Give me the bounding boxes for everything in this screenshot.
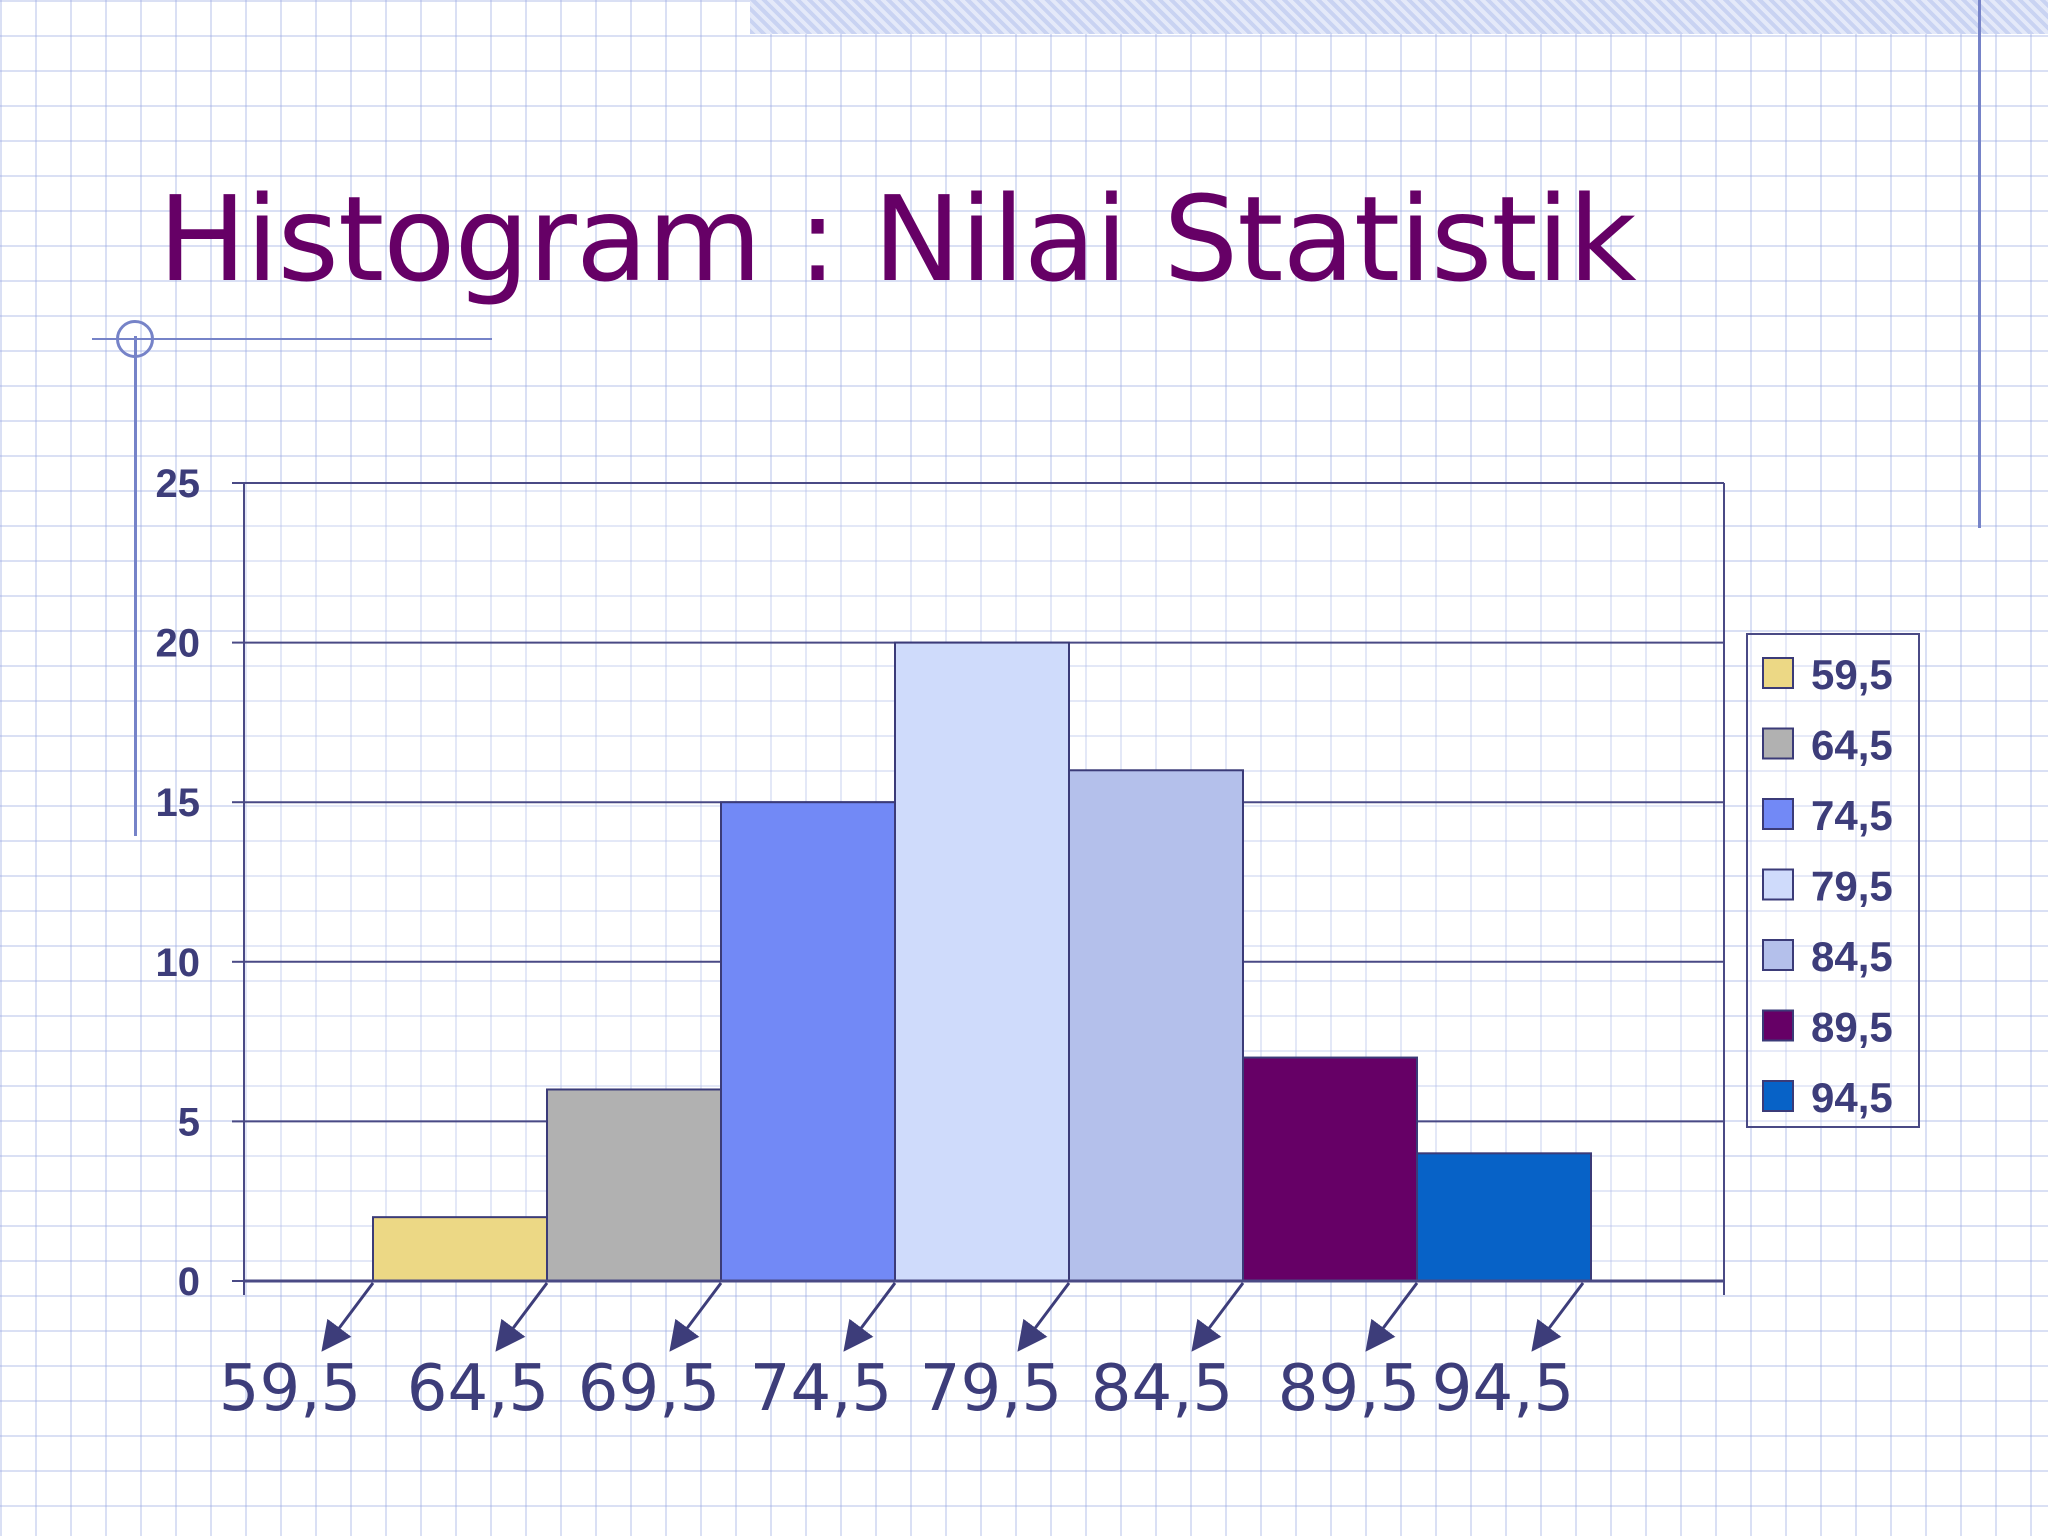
boundary-label: 89,5	[1278, 1352, 1421, 1426]
slide-title: Histogram : Nilai Statistik	[158, 170, 1637, 308]
legend-swatch	[1762, 798, 1794, 830]
boundary-label: 69,5	[578, 1352, 721, 1426]
boundary-label: 74,5	[750, 1352, 893, 1426]
boundary-arrow	[1531, 1282, 1585, 1352]
bar-5	[1068, 769, 1244, 1283]
y-tick-label: 0	[178, 1260, 200, 1304]
legend-label: 94,5	[1811, 1074, 1893, 1121]
bar-1	[372, 1216, 548, 1283]
boundary-label: 94,5	[1432, 1352, 1575, 1426]
bar-4	[894, 641, 1070, 1282]
title-circle-ornament	[116, 320, 154, 358]
bar-3	[720, 801, 896, 1282]
y-tick-label: 5	[178, 1100, 200, 1144]
legend-swatch	[1762, 727, 1794, 760]
boundary-arrow	[1365, 1282, 1419, 1352]
boundary-arrow	[843, 1282, 897, 1352]
y-tick-label: 10	[156, 941, 201, 985]
legend-label: 74,5	[1811, 792, 1893, 839]
bar-6	[1242, 1056, 1418, 1283]
top-decorative-band	[750, 0, 2048, 34]
y-tick-label: 20	[156, 622, 201, 666]
legend-swatch	[1762, 657, 1794, 689]
left-decorative-rule	[134, 336, 137, 836]
x-boundary-labels: 59,5 64,5 69,5 74,5 79,5 84,5 89,5 94,5	[219, 1282, 1585, 1426]
legend-label: 89,5	[1811, 1004, 1893, 1051]
legend-swatch	[1762, 1080, 1794, 1112]
legend-swatch	[1762, 868, 1794, 901]
legend-swatch	[1762, 939, 1794, 971]
legend-label: 64,5	[1811, 722, 1893, 769]
boundary-label: 59,5	[219, 1352, 362, 1426]
y-axis-ticks: 0 5 10 15 20 25	[156, 462, 244, 1304]
y-tick-label: 15	[156, 781, 201, 825]
boundary-arrow	[669, 1282, 723, 1352]
legend-label: 59,5	[1811, 651, 1893, 698]
legend-label: 84,5	[1811, 933, 1893, 980]
right-decorative-rule	[1978, 0, 1981, 528]
boundary-arrow	[495, 1282, 549, 1352]
boundary-arrow	[1017, 1282, 1071, 1352]
y-tick-label: 25	[156, 462, 201, 506]
axes	[243, 482, 1725, 1295]
bar-7	[1416, 1152, 1592, 1282]
legend-swatch	[1762, 1009, 1794, 1042]
boundary-arrow	[1191, 1282, 1245, 1352]
legend-label: 79,5	[1811, 863, 1893, 910]
bar-2	[546, 1088, 722, 1282]
boundary-label: 79,5	[920, 1352, 1063, 1426]
boundary-label: 84,5	[1091, 1352, 1234, 1426]
boundary-arrow	[321, 1282, 375, 1352]
bars	[372, 641, 1592, 1283]
boundary-label: 64,5	[407, 1352, 550, 1426]
legend: 59,5 64,5 74,5 79,5 84,5 89,5 94,5	[1746, 633, 1920, 1128]
title-underline-rule	[92, 338, 492, 340]
